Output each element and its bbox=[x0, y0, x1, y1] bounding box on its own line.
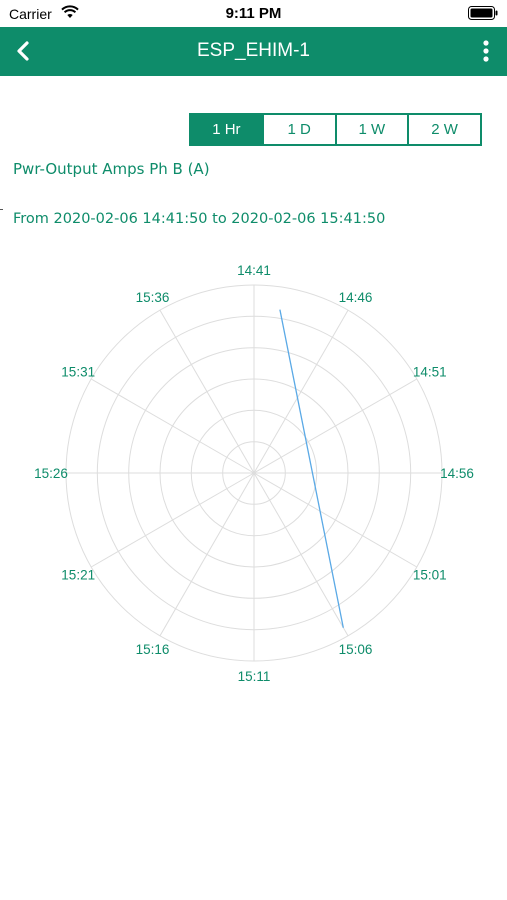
angular-tick-label: 15:11 bbox=[238, 669, 271, 684]
series-line bbox=[279, 309, 344, 628]
angular-tick-label: 14:51 bbox=[413, 365, 447, 380]
wifi-icon bbox=[61, 5, 79, 18]
angular-tick-label: 14:46 bbox=[339, 290, 373, 305]
tab-1-day[interactable]: 1 D bbox=[261, 115, 335, 144]
status-bar: Carrier 9:11 PM bbox=[0, 0, 507, 27]
angular-tick-label: 15:31 bbox=[61, 365, 95, 380]
polar-spoke bbox=[159, 309, 255, 474]
page-title: ESP_EHIM-1 bbox=[197, 40, 310, 61]
carrier-label: Carrier bbox=[9, 6, 52, 22]
angular-tick-label: 15:36 bbox=[136, 290, 170, 305]
polar-spoke bbox=[253, 378, 418, 474]
angular-tick-label: 15:06 bbox=[339, 642, 373, 657]
tab-2-weeks[interactable]: 2 W bbox=[407, 115, 480, 144]
polar-spoke bbox=[253, 472, 349, 637]
angular-tick-label: 15:16 bbox=[136, 642, 170, 657]
time-range-selector: 1 Hr 1 D 1 W 2 W bbox=[189, 113, 482, 146]
polar-spoke bbox=[90, 472, 255, 568]
polar-spoke bbox=[90, 378, 255, 474]
status-time: 9:11 PM bbox=[225, 5, 282, 22]
angular-tick-label: 14:56 bbox=[440, 466, 474, 481]
angular-tick-label: 14:41 bbox=[237, 263, 271, 278]
parameter-label: Pwr-Output Amps Ph B (A) bbox=[13, 160, 210, 178]
angular-tick-label: 15:26 bbox=[34, 466, 68, 481]
battery-icon bbox=[468, 6, 498, 20]
polar-spoke bbox=[253, 309, 349, 474]
angular-tick-label: 15:01 bbox=[413, 568, 447, 583]
polar-spoke bbox=[253, 472, 418, 568]
more-vertical-icon[interactable] bbox=[476, 39, 496, 65]
tab-1-week[interactable]: 1 W bbox=[334, 115, 408, 144]
angular-tick-label: 15:21 bbox=[61, 568, 95, 583]
polar-chart: 14:41 14:46 14:51 14:56 15:01 15:06 15:11 15:16… bbox=[34, 263, 474, 684]
tab-1-hour[interactable]: 1 Hr bbox=[191, 115, 262, 144]
date-range-label: From 2020-02-06 14:41:50 to 2020-02-06 1… bbox=[13, 211, 386, 227]
nav-bar: ESP_EHIM-1 bbox=[0, 27, 507, 76]
polar-spoke bbox=[159, 472, 255, 637]
divider-tick bbox=[0, 209, 3, 210]
back-chevron-icon[interactable] bbox=[12, 39, 34, 63]
